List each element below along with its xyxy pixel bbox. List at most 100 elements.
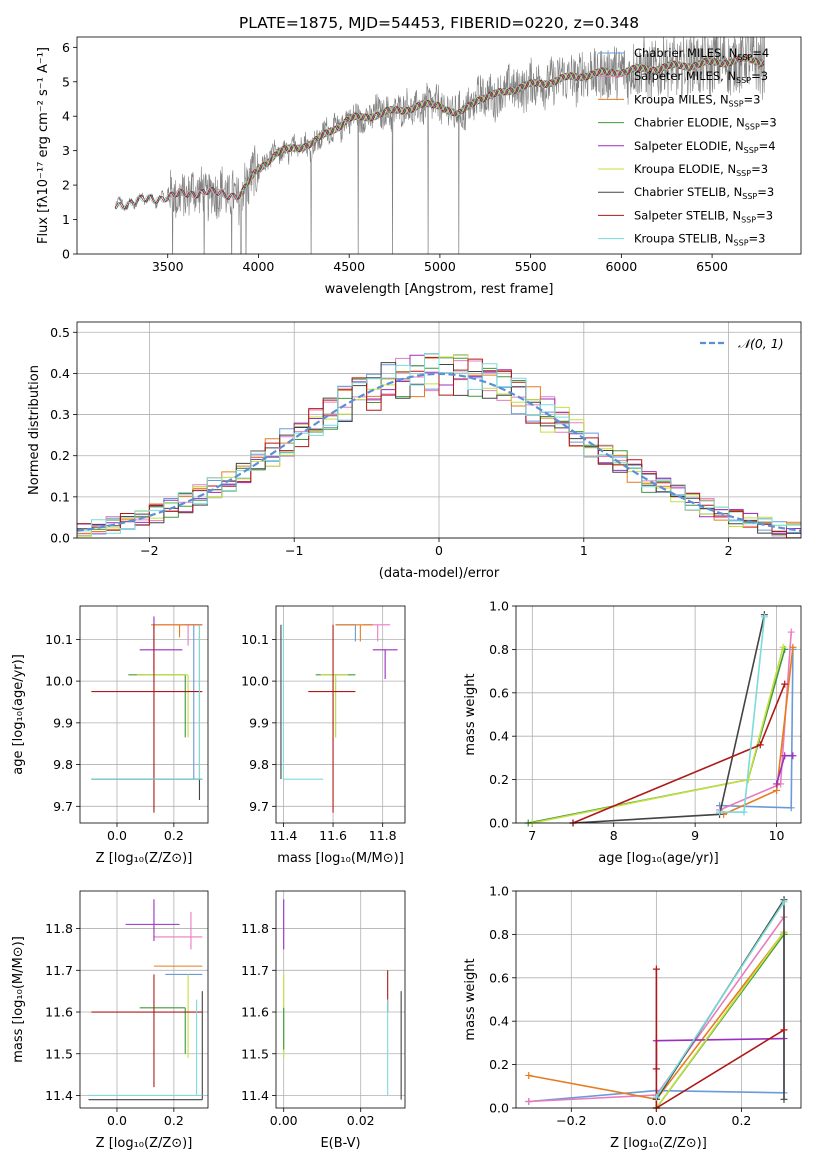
- weight-marker: [773, 780, 781, 788]
- weight-marker: [787, 804, 795, 812]
- y-tick-label: 11.7: [241, 963, 269, 978]
- x-tick-label: 0.0: [107, 828, 127, 843]
- error-point-kroupa_elodie: [136, 674, 189, 738]
- legend-label-tail: =3: [760, 116, 777, 130]
- error-point-salpeter_stelib: [91, 974, 203, 1088]
- legend-label-sub: SSP: [741, 215, 756, 224]
- y-tick-label: 11.8: [45, 921, 73, 936]
- y-tick-label: 0.2: [50, 448, 70, 463]
- plot-frame: [76, 36, 802, 255]
- y-tick-label: 11.5: [45, 1046, 73, 1061]
- gaussian-curve: [77, 372, 801, 532]
- legend-label: Chabrier STELIB, NSSP=3: [634, 185, 774, 201]
- x-tick-label: 6500: [696, 259, 728, 274]
- y-axis-label: mass weight: [463, 958, 478, 1040]
- weight-marker: [652, 965, 660, 973]
- x-axis-label: wavelength [Angstrom, rest frame]: [325, 282, 554, 297]
- residuals-axes: −2 −1 0 1 2 0.0 0.1 0.2 0.3 0.4 0.5 (data-model)/er…: [27, 321, 802, 581]
- y-tick-label: 10.0: [241, 674, 269, 689]
- age_vs_Z-axes: 0.0 0.2 9.7 9.8 9.9 10.0 10.1 Z [log₁₀(Z/Z⊙)] ag…: [11, 605, 209, 866]
- x-axis-label: age [log₁₀(age/yr)]: [598, 851, 719, 866]
- weight-line-kroupa_stelib: [655, 901, 785, 1098]
- mass_vs_ebv-axes: 0.00 0.02 11.4 11.5 11.6 11.7 11.8 E(B-V): [241, 890, 406, 1151]
- y-tick-label: 11.5: [241, 1046, 269, 1061]
- legend-label-tail: =3: [756, 208, 773, 222]
- y-tick-label: 1.0: [489, 599, 509, 614]
- legend-label: Kroupa MILES, NSSP=3: [634, 92, 760, 108]
- y-tick-label: 0.6: [489, 970, 509, 985]
- chart-title: PLATE=1875, MJD=54453, FIBERID=0220, z=0…: [239, 14, 639, 32]
- legend-label-sub: SSP: [736, 169, 751, 178]
- weight-marker: [780, 898, 788, 906]
- weight-marker: [787, 628, 795, 636]
- y-tick-label: 1: [62, 212, 70, 227]
- model-spectrum-chabrier_stelib: [115, 53, 765, 210]
- y-tick-label: 11.4: [45, 1088, 73, 1103]
- legend-label-sub: SSP: [737, 53, 752, 62]
- x-tick-label: −2: [140, 543, 158, 558]
- y-tick-label: 0.0: [50, 531, 70, 546]
- error-point-kroupa_elodie: [320, 674, 348, 738]
- y-tick-label: 0.3: [50, 407, 70, 422]
- x-tick-label: 7: [528, 828, 536, 843]
- legend: 𝒩(0, 1): [700, 336, 784, 351]
- error-point-kroupa_stelib: [91, 624, 203, 780]
- weight_vs_age-axes: 7 8 9 10 0.0 0.2 0.4 0.6 0.8 1.0 age [log₁₀(age/yr…: [463, 599, 802, 866]
- x-axis-label: E(B-V): [320, 1136, 360, 1151]
- legend-label-text: Kroupa ELODIE, N: [634, 162, 736, 176]
- legend-label-sub: SSP: [745, 123, 760, 132]
- plot-frame: [515, 605, 802, 824]
- legend-label-text: Salpeter MILES, N: [634, 69, 736, 83]
- plot-frame: [76, 321, 802, 539]
- x-tick-label: 0: [435, 543, 443, 558]
- x-tick-label: 4500: [333, 259, 365, 274]
- legend-label: Kroupa ELODIE, NSSP=3: [634, 162, 768, 178]
- weight-marker: [779, 643, 787, 651]
- weight-marker: [652, 1093, 660, 1101]
- legend-label-sub: SSP: [744, 146, 759, 155]
- error-point-kroupa_stelib: [282, 624, 324, 780]
- y-tick-label: 0.6: [489, 685, 509, 700]
- y-tick-label: 0.0: [489, 1101, 509, 1116]
- weight-marker: [773, 786, 781, 794]
- x-tick-label: 10: [769, 828, 785, 843]
- legend-label: Chabrier MILES, NSSP=4: [634, 46, 769, 62]
- y-tick-label: 9.7: [53, 799, 73, 814]
- y-tick-label: 9.8: [53, 757, 73, 772]
- weight-marker: [781, 680, 789, 688]
- weight-marker: [789, 752, 797, 760]
- legend-label-tail: =3: [757, 185, 774, 199]
- y-tick-label: 0.4: [489, 729, 509, 744]
- weight-marker: [760, 613, 768, 621]
- y-axis-label: age [log₁₀(age/yr)]: [11, 654, 26, 775]
- legend-label: Salpeter STELIB, NSSP=3: [634, 208, 773, 224]
- weight-marker: [756, 741, 764, 749]
- y-tick-label: 9.7: [249, 799, 269, 814]
- y-tick-label: 9.8: [249, 757, 269, 772]
- observed-spectrum: [114, 37, 765, 254]
- error-point-salpeter_stelib: [91, 624, 203, 813]
- x-tick-label: 0.2: [732, 1113, 752, 1128]
- y-tick-label: 4: [62, 109, 70, 124]
- weight-marker: [525, 1071, 533, 1079]
- error-point-kroupa_miles: [151, 624, 203, 638]
- legend-label-sub: SSP: [742, 192, 757, 201]
- mass_vs_Z-axes: 0.0 0.2 11.4 11.5 11.6 11.7 11.8 Z [log₁₀(Z/Z⊙)…: [11, 890, 209, 1151]
- x-tick-label: 4000: [243, 259, 275, 274]
- y-tick-label: 6: [62, 40, 70, 55]
- weight-marker: [716, 808, 724, 816]
- error-point-salpeter_miles: [153, 624, 203, 646]
- x-tick-label: 0.0: [646, 1113, 666, 1128]
- y-tick-label: 0.4: [50, 366, 70, 381]
- error-point-salpeter_miles: [153, 911, 203, 950]
- plot-frame: [275, 605, 406, 824]
- y-axis-label: Normed distribution: [27, 365, 42, 495]
- y-tick-label: 10.0: [45, 674, 73, 689]
- legend-label: 𝒩(0, 1): [738, 336, 784, 351]
- weight_vs_Z-axes: −0.2 0.0 0.2 0.0 0.2 0.4 0.6 0.8 1.0 Z [log₁₀(Z/Z…: [463, 884, 802, 1151]
- legend-label-tail: =4: [759, 139, 776, 153]
- error-point-salpeter_elodie: [125, 899, 180, 942]
- error-point-chabrier_stelib: [88, 991, 203, 1101]
- x-tick-label: 0.2: [164, 1113, 184, 1128]
